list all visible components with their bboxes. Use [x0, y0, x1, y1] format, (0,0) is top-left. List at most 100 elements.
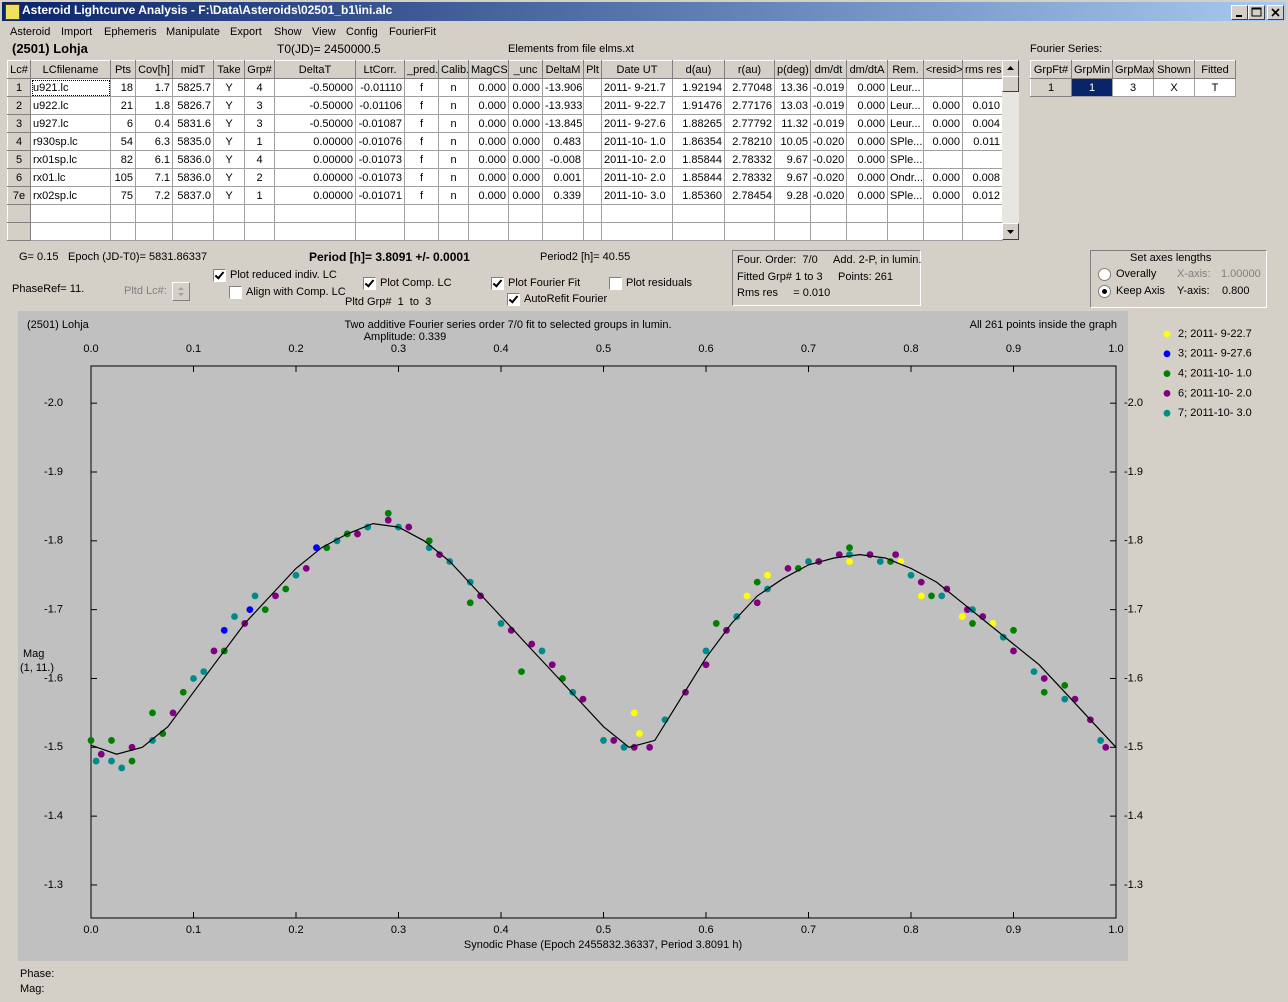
data-point — [753, 578, 761, 586]
checkbox-label[interactable]: Plot reduced indiv. LC — [230, 269, 337, 281]
legend-label: 4; 2011-10- 1.0 — [1178, 368, 1252, 380]
table-cell[interactable]: T — [1194, 78, 1236, 97]
column-header[interactable]: Lc# — [7, 60, 31, 79]
table-row[interactable]: 4 r930sp.lc 54 6.3 5835.0 Y 1 0.00000 -0.01076 f n… — [7, 132, 1003, 151]
column-header[interactable]: _unc — [508, 60, 543, 79]
radio[interactable] — [1098, 285, 1111, 298]
checkbox[interactable] — [491, 277, 504, 290]
checkbox[interactable] — [507, 293, 520, 306]
column-header[interactable]: dm/dt — [810, 60, 847, 79]
lc-spinner[interactable] — [172, 282, 190, 301]
scroll-down[interactable] — [1002, 223, 1019, 240]
table-row[interactable]: 6 rx01.lc 105 7.1 5836.0 Y 2 0.00000 -0.01073 f n 0… — [7, 168, 1003, 187]
scroll-up[interactable] — [1002, 60, 1019, 77]
column-header[interactable]: Fitted — [1194, 60, 1236, 79]
menu-item[interactable]: View — [312, 26, 336, 38]
checkbox-label[interactable]: Align with Comp. LC — [246, 286, 346, 298]
data-point — [969, 620, 976, 627]
menu-item[interactable]: FourierFit — [389, 26, 437, 38]
x-axis-length[interactable]: 1.00000 — [1221, 268, 1261, 280]
column-header[interactable]: Shown — [1153, 60, 1195, 79]
column-header[interactable]: Plt — [583, 60, 602, 79]
table-cell: 0.000 — [923, 186, 963, 205]
column-header[interactable]: DeltaT — [274, 60, 356, 79]
radio-label[interactable]: Overally — [1116, 268, 1157, 280]
column-header[interactable]: DeltaM — [542, 60, 584, 79]
checkbox[interactable] — [363, 277, 376, 290]
column-header[interactable]: Pts — [110, 60, 136, 79]
column-header[interactable]: <resid> — [923, 60, 963, 79]
checkbox[interactable] — [229, 286, 242, 299]
column-header[interactable]: Date UT — [601, 60, 673, 79]
lightcurve-table[interactable]: Lc# LCfilename Pts Cov[h] midT Take Grp# DeltaT… — [7, 60, 1003, 241]
checkbox-label[interactable]: Plot Fourier Fit — [508, 277, 581, 289]
column-header[interactable]: Take — [213, 60, 245, 79]
table-cell — [810, 204, 847, 223]
table-cell: 0.000 — [846, 132, 888, 151]
table-cell: 1.85360 — [672, 186, 725, 205]
menu-item[interactable]: Import — [61, 26, 93, 38]
close-button[interactable] — [1267, 5, 1284, 20]
table-cell: 2011-10- 2.0 — [601, 150, 673, 169]
radio-label[interactable]: Keep Axis — [1116, 285, 1165, 297]
checkbox-label[interactable]: AutoRefit Fourier — [524, 293, 608, 305]
checkbox[interactable] — [609, 277, 622, 290]
table-cell: Y — [213, 96, 245, 115]
column-header[interactable]: r(au) — [724, 60, 775, 79]
data-point — [538, 647, 546, 655]
scrollbar[interactable] — [1002, 60, 1019, 240]
column-header[interactable]: p(deg) — [774, 60, 811, 79]
column-header[interactable]: Grp# — [244, 60, 275, 79]
minimize-button[interactable] — [1231, 5, 1248, 20]
column-header[interactable]: GrpMin — [1071, 60, 1113, 79]
row-header[interactable]: 1 — [1030, 78, 1072, 97]
scroll-thumb[interactable] — [1002, 76, 1019, 92]
table-row[interactable]: 5 rx01sp.lc 82 6.1 5836.0 Y 4 0.00000 -0.01073 f n… — [7, 150, 1003, 169]
table-cell — [583, 114, 602, 133]
table-row[interactable]: 1 u921.lc 18 1.7 5825.7 Y 4 -0.50000 -0.01110 f n 0… — [7, 78, 1003, 97]
table-cell: 5836.0 — [172, 168, 214, 187]
table-row[interactable]: 7e rx02sp.lc 75 7.2 5837.0 Y 1 0.00000 -0.01071 f… — [7, 186, 1003, 205]
checkbox[interactable] — [213, 269, 226, 282]
radio[interactable] — [1098, 268, 1111, 281]
column-header[interactable]: Calib. — [438, 60, 469, 79]
maximize-button[interactable] — [1248, 5, 1265, 20]
table-cell — [135, 222, 173, 241]
fourier-table[interactable]: GrpFt# GrpMin GrpMax Shown Fitted 1 1 3 X T — [1030, 60, 1236, 97]
table-row[interactable]: 2 u922.lc 21 1.8 5826.7 Y 3 -0.50000 -0.01106 f n 0… — [7, 96, 1003, 115]
menu-item[interactable]: Show — [274, 26, 302, 38]
column-header[interactable]: d(au) — [672, 60, 725, 79]
x-tick-label: 0.4 — [493, 343, 508, 355]
column-header[interactable]: midT — [172, 60, 214, 79]
data-point — [272, 592, 279, 600]
menu-item[interactable]: Asteroid — [10, 26, 51, 38]
column-header[interactable]: Cov[h] — [135, 60, 173, 79]
table-cell — [583, 132, 602, 151]
table-cell[interactable]: X — [1153, 78, 1195, 97]
table-cell — [404, 204, 439, 223]
column-header[interactable]: LCfilename — [30, 60, 111, 79]
table-cell: 6 — [110, 114, 136, 133]
menu-item[interactable]: Config — [346, 26, 378, 38]
checkbox-label[interactable]: Plot residuals — [626, 277, 693, 289]
y-tick-label: -1.7 — [1124, 604, 1143, 616]
checkbox-label[interactable]: Plot Comp. LC — [380, 277, 452, 289]
column-header[interactable]: LtCorr. — [355, 60, 405, 79]
data-point — [97, 750, 105, 758]
column-header[interactable]: rms res — [962, 60, 1003, 79]
menu-item[interactable]: Ephemeris — [104, 26, 157, 38]
table-cell — [583, 168, 602, 187]
menu-item[interactable]: Export — [230, 26, 262, 38]
column-header[interactable]: _pred. — [404, 60, 439, 79]
y-axis-length[interactable]: 0.800 — [1222, 285, 1250, 297]
column-header[interactable]: GrpMax — [1112, 60, 1154, 79]
menu-item[interactable]: Manipulate — [166, 26, 220, 38]
column-header[interactable]: MagCS — [468, 60, 509, 79]
column-header[interactable]: GrpFt# — [1030, 60, 1072, 79]
data-point — [702, 661, 710, 669]
table-row[interactable]: 3 u927.lc 6 0.4 5831.6 Y 3 -0.50000 -0.01087 f n 0.… — [7, 114, 1003, 133]
table-cell[interactable]: 3 — [1112, 78, 1154, 97]
column-header[interactable]: dm/dtA — [846, 60, 888, 79]
column-header[interactable]: Rem. — [887, 60, 924, 79]
table-cell[interactable]: 1 — [1071, 78, 1113, 97]
